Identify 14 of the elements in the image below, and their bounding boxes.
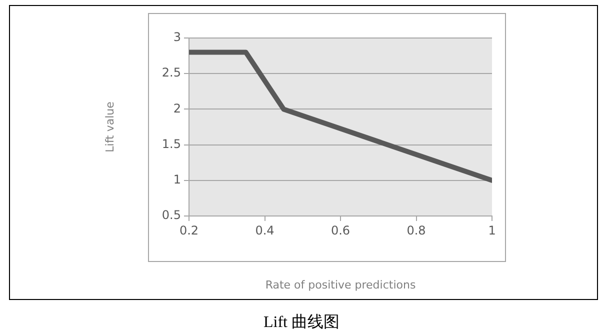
y-tick-label: 3 [173,30,181,44]
y-tick-label: 2 [173,101,181,116]
x-tick-label: 0.6 [330,223,350,238]
y-tick-label: 1 [173,172,181,187]
x-tick-label: 0.8 [406,223,426,238]
x-tick-label: 0.2 [179,223,199,238]
x-tick-label: 0.4 [255,223,274,238]
x-tick-label: 1 [488,223,496,238]
y-axis-title: Lift value [103,101,116,152]
text: Lift 曲线图 [262,312,340,333]
y-tick-label: 0.5 [162,208,181,222]
y-tick-label: 2.5 [162,66,181,80]
x-axis-title: Rate of positive predictions [265,278,416,292]
y-tick-label: 1.5 [162,136,181,151]
